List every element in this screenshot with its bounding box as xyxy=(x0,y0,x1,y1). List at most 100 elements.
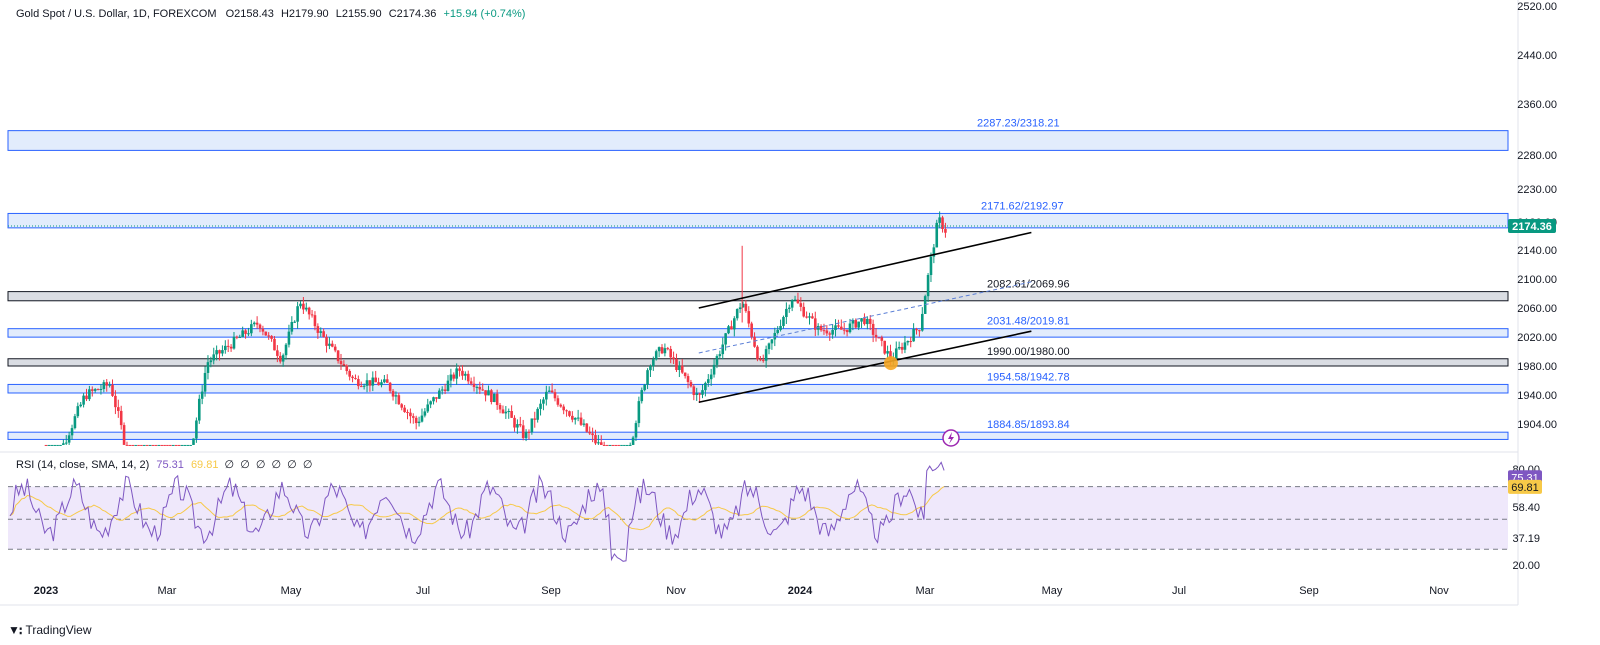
candle-body[interactable] xyxy=(530,418,534,433)
candle-body[interactable] xyxy=(93,389,97,391)
candle-body[interactable] xyxy=(417,421,421,424)
candle-body[interactable] xyxy=(926,275,930,297)
candle-body[interactable] xyxy=(533,418,537,420)
candle-body[interactable] xyxy=(579,417,583,425)
candle-body[interactable] xyxy=(920,313,924,331)
candle-body[interactable] xyxy=(426,404,430,412)
candle-body[interactable] xyxy=(209,360,213,363)
candle-body[interactable] xyxy=(576,417,580,419)
candle-body[interactable] xyxy=(197,398,201,421)
candle-body[interactable] xyxy=(348,371,351,377)
candle-body[interactable] xyxy=(310,314,314,316)
candle-body[interactable] xyxy=(941,217,944,229)
candle-body[interactable] xyxy=(704,382,707,391)
candle-body[interactable] xyxy=(122,425,126,445)
candle-body[interactable] xyxy=(753,336,756,347)
candle-body[interactable] xyxy=(169,444,172,446)
candle-body[interactable] xyxy=(157,444,161,446)
candle-body[interactable] xyxy=(678,365,681,371)
candle-body[interactable] xyxy=(894,348,898,359)
candle-body[interactable] xyxy=(620,444,623,446)
candle-body[interactable] xyxy=(403,407,406,413)
candle-body[interactable] xyxy=(73,416,77,429)
candle-body[interactable] xyxy=(241,330,244,338)
candle-body[interactable] xyxy=(860,318,863,322)
rsi-sma-tag[interactable] xyxy=(1508,479,1542,494)
candle-body[interactable] xyxy=(912,328,915,342)
candle-body[interactable] xyxy=(163,444,166,446)
candle-body[interactable] xyxy=(857,321,860,328)
candle-body[interactable] xyxy=(316,326,320,333)
candle-body[interactable] xyxy=(102,382,106,390)
candle-body[interactable] xyxy=(226,345,230,347)
candle-body[interactable] xyxy=(553,392,557,399)
candle-body[interactable] xyxy=(244,330,247,334)
zone-band[interactable] xyxy=(7,291,1509,302)
candle-body[interactable] xyxy=(747,311,751,324)
candle-body[interactable] xyxy=(680,365,684,373)
candle-body[interactable] xyxy=(565,410,568,412)
candle-body[interactable] xyxy=(657,347,661,352)
candle-body[interactable] xyxy=(128,444,132,446)
candle-body[interactable] xyxy=(232,336,236,349)
candle-body[interactable] xyxy=(518,424,522,426)
candle-body[interactable] xyxy=(886,351,889,354)
candle-body[interactable] xyxy=(672,357,675,360)
candle-body[interactable] xyxy=(573,417,577,420)
candle-body[interactable] xyxy=(154,444,158,446)
candle-body[interactable] xyxy=(371,377,375,386)
candle-body[interactable] xyxy=(82,395,85,405)
candle-body[interactable] xyxy=(646,370,649,385)
candle-body[interactable] xyxy=(397,395,401,405)
candle-body[interactable] xyxy=(944,228,947,233)
symbol-title[interactable]: Gold Spot / U.S. Dollar, 1D, FOREXCOM xyxy=(16,8,217,20)
candle-body[interactable] xyxy=(686,376,690,383)
candle-body[interactable] xyxy=(215,350,218,355)
candle-body[interactable] xyxy=(432,397,435,402)
candle-body[interactable] xyxy=(877,337,881,339)
candle-body[interactable] xyxy=(527,431,531,433)
candle-body[interactable] xyxy=(151,444,155,446)
candle-body[interactable] xyxy=(47,444,51,446)
candle-body[interactable] xyxy=(455,368,458,379)
candle-body[interactable] xyxy=(359,386,363,388)
candle-body[interactable] xyxy=(842,329,846,331)
candle-body[interactable] xyxy=(90,389,94,391)
candle-body[interactable] xyxy=(368,380,372,386)
candle-body[interactable] xyxy=(258,324,262,329)
candle-body[interactable] xyxy=(542,399,545,404)
candle-body[interactable] xyxy=(88,389,91,400)
candle-body[interactable] xyxy=(669,348,672,358)
candle-body[interactable] xyxy=(819,325,823,331)
candle-body[interactable] xyxy=(709,374,713,380)
candle-body[interactable] xyxy=(547,390,551,392)
candle-body[interactable] xyxy=(484,390,487,396)
candle-body[interactable] xyxy=(108,384,111,386)
candle-body[interactable] xyxy=(490,390,493,403)
candle-body[interactable] xyxy=(206,362,210,373)
candle-body[interactable] xyxy=(117,407,120,411)
candle-body[interactable] xyxy=(591,433,594,436)
candle-body[interactable] xyxy=(322,331,325,338)
candle-body[interactable] xyxy=(143,444,146,446)
candle-body[interactable] xyxy=(307,307,311,315)
candle-body[interactable] xyxy=(377,382,380,386)
candle-body[interactable] xyxy=(822,330,826,332)
candle-body[interactable] xyxy=(440,389,444,391)
candle-body[interactable] xyxy=(79,404,83,407)
channel-midline[interactable] xyxy=(698,281,1032,354)
candle-body[interactable] xyxy=(85,395,88,400)
candle-body[interactable] xyxy=(773,332,777,340)
candle-body[interactable] xyxy=(409,412,412,417)
candle-body[interactable] xyxy=(296,306,299,322)
candle-body[interactable] xyxy=(831,329,834,335)
candle-body[interactable] xyxy=(611,444,615,446)
candle-body[interactable] xyxy=(733,318,736,330)
candle-body[interactable] xyxy=(701,390,704,395)
candle-body[interactable] xyxy=(559,404,563,407)
candle-body[interactable] xyxy=(796,299,800,304)
candle-body[interactable] xyxy=(435,397,438,399)
candle-body[interactable] xyxy=(203,372,207,392)
candle-body[interactable] xyxy=(99,389,103,391)
